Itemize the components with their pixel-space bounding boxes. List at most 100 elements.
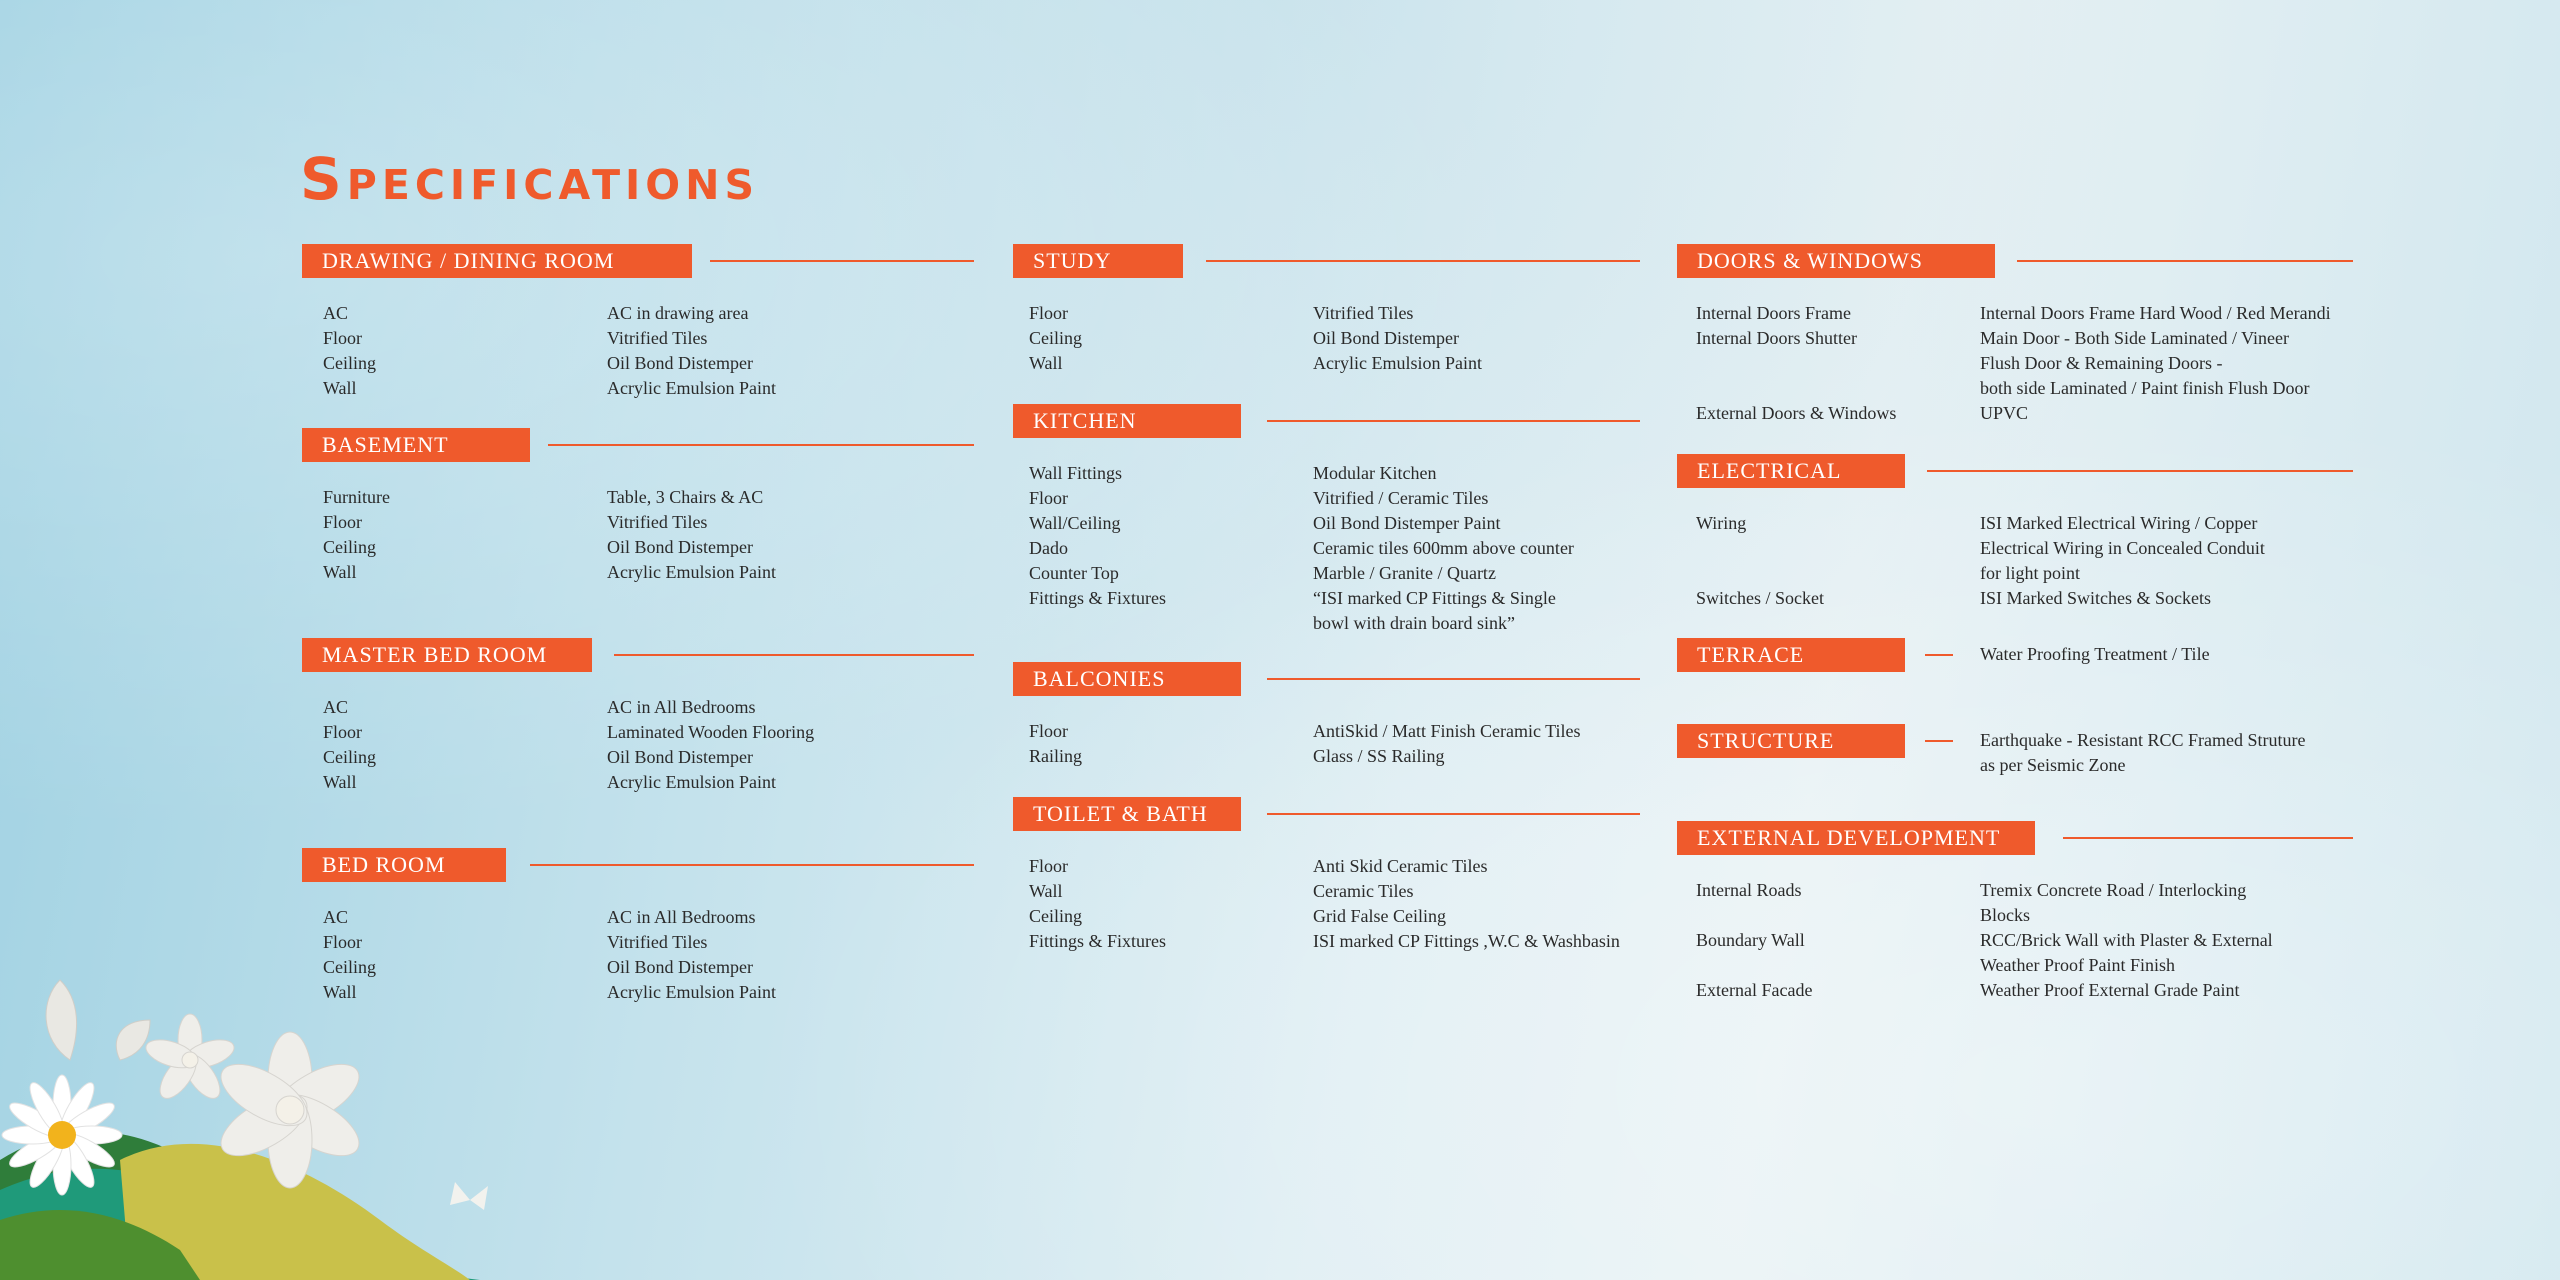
spec-value: Grid False Ceiling (1313, 906, 1446, 926)
section-balconies: BALCONIES Floor AntiSkid / Matt Finish Ce… (1013, 662, 1643, 766)
section-rule (1925, 740, 1953, 742)
spec-row: Wiring ISI Marked Electrical Wiring / Cop… (1696, 511, 2376, 536)
section-label: STRUCTURE (1677, 724, 1905, 758)
section-rule (1206, 260, 1640, 262)
spec-value: Water Proofing Treatment / Tile (1980, 644, 2210, 664)
spec-key: Wall (1029, 881, 1063, 901)
spec-value: Main Door - Both Side Laminated / Vineer (1980, 328, 2290, 348)
spec-value: Electrical Wiring in Concealed Conduit (1980, 538, 2265, 558)
spec-value: AntiSkid / Matt Finish Ceramic Tiles (1313, 721, 1581, 741)
spec-value: Oil Bond Distemper (607, 957, 753, 977)
spec-key: Floor (1029, 856, 1069, 876)
spec-key: AC (323, 303, 349, 323)
spec-value: Laminated Wooden Flooring (607, 722, 815, 742)
spec-key: Wall (1029, 353, 1063, 373)
section-label: EXTERNAL DEVELOPMENT (1677, 821, 2035, 855)
section-label: TERRACE (1677, 638, 1905, 672)
spec-list: Wiring ISI Marked Electrical Wiring / Cop… (1696, 511, 2376, 611)
section-label: BASEMENT (302, 428, 530, 462)
spec-value: Ceramic tiles 600mm above counter (1313, 538, 1574, 558)
spec-value: Flush Door & Remaining Doors - (1980, 353, 2223, 373)
section-toilet-bath: TOILET & BATH Floor Anti Skid Ceramic Til… (1013, 797, 1643, 951)
spec-row: Internal Roads Tremix Concrete Road / Int… (1696, 878, 2376, 903)
spec-row: Ceiling Oil Bond Distemper (323, 745, 883, 770)
spec-value: Tremix Concrete Road / Interlocking (1980, 880, 2247, 900)
spec-key: Boundary Wall (1696, 930, 1805, 950)
spec-value: Modular Kitchen (1313, 463, 1437, 483)
spec-value: Acrylic Emulsion Paint (1313, 353, 1482, 373)
spec-key: Counter Top (1029, 563, 1119, 583)
spec-row: External Facade Weather Proof External Gr… (1696, 978, 2376, 1003)
spec-key: AC (323, 697, 349, 717)
leaf-icon (45, 979, 151, 1061)
section-rule (1267, 678, 1640, 680)
spec-row: AC AC in drawing area (323, 301, 883, 326)
spec-list: Floor AntiSkid / Matt Finish Ceramic Tile… (1029, 719, 1649, 769)
spec-key: Floor (1029, 488, 1069, 508)
flower-large-icon (220, 1031, 360, 1189)
spec-key: Fittings & Fixtures (1029, 588, 1167, 608)
section-basement: BASEMENT Furniture Table, 3 Chairs & AC Fl… (302, 428, 974, 582)
spec-list: Wall Fittings Modular Kitchen Floor Vitrifi… (1029, 461, 1649, 636)
spec-key: Ceiling (323, 747, 376, 767)
spec-value: AC in All Bedrooms (607, 697, 756, 717)
spec-key: Ceiling (323, 353, 376, 373)
spec-value: Oil Bond Distemper (1313, 328, 1459, 348)
section-rule (710, 260, 974, 262)
spec-value: RCC/Brick Wall with Plaster & External (1980, 930, 2273, 950)
spec-value: for light point (1980, 563, 2080, 583)
spec-row: Floor Vitrified Tiles (323, 930, 883, 955)
spec-key: Fittings & Fixtures (1029, 931, 1167, 951)
spec-row: Wall Acrylic Emulsion Paint (1029, 351, 1649, 376)
spec-row: Fittings & Fixtures ISI marked CP Fitting… (1029, 929, 1649, 954)
spec-key: Ceiling (1029, 328, 1082, 348)
spec-key: Wall Fittings (1029, 463, 1123, 483)
spec-row: Floor Vitrified / Ceramic Tiles (1029, 486, 1649, 511)
spec-row: Counter Top Marble / Granite / Quartz (1029, 561, 1649, 586)
spec-key: Ceiling (323, 957, 376, 977)
spec-list: AC AC in All Bedrooms Floor Laminated Woode… (323, 695, 883, 795)
spec-key: Internal Doors Frame (1696, 303, 1851, 323)
section-rule (1927, 470, 2353, 472)
section-drawing-dining: DRAWING / DINING ROOM AC AC in drawing ar… (302, 244, 974, 398)
spec-key: Floor (323, 512, 363, 532)
section-label: STUDY (1013, 244, 1183, 278)
spec-value: Vitrified Tiles (607, 328, 708, 348)
daisy-icon (1, 1074, 123, 1196)
section-master-bed-room: MASTER BED ROOM AC AC in All Bedrooms Floo… (302, 638, 974, 792)
spec-row: Switches / Socket ISI Marked Switches & S… (1696, 586, 2376, 611)
section-rule (1267, 420, 1640, 422)
spec-key: Floor (323, 932, 363, 952)
section-terrace: TERRACE Water Proofing Treatment / Tile (1677, 638, 2367, 672)
spec-value: Anti Skid Ceramic Tiles (1313, 856, 1488, 876)
page-title: Specifications (300, 145, 759, 213)
spec-value: Acrylic Emulsion Paint (607, 562, 776, 582)
spec-row: both side Laminated / Paint finish Flush… (1696, 376, 2376, 401)
spec-key: Furniture (323, 487, 390, 507)
spec-row: Floor Vitrified Tiles (323, 326, 883, 351)
spec-list: AC AC in All Bedrooms Floor Vitrified Tiles… (323, 905, 883, 1005)
section-structure: STRUCTURE Earthquake - Resistant RCC Fra… (1677, 724, 2367, 775)
section-electrical: ELECTRICAL Wiring ISI Marked Electrical W… (1677, 454, 2367, 608)
spec-key: Dado (1029, 538, 1068, 558)
spec-row: for light point (1696, 561, 2376, 586)
spec-row: AC AC in All Bedrooms (323, 695, 883, 720)
spec-value: both side Laminated / Paint finish Flush… (1980, 378, 2310, 398)
section-external-development: EXTERNAL DEVELOPMENT Internal Roads Tremi… (1677, 821, 2367, 1000)
butterfly-icon (450, 1182, 488, 1210)
section-label: BED ROOM (302, 848, 506, 882)
paper-flowers-illustration (0, 979, 488, 1280)
spec-value: UPVC (1980, 403, 2029, 423)
spec-value: bowl with drain board sink” (1313, 613, 1515, 633)
spec-row: Internal Doors Frame Internal Doors Frame… (1696, 301, 2376, 326)
spec-value: AC in drawing area (607, 303, 749, 323)
spec-row: Wall Acrylic Emulsion Paint (323, 376, 883, 401)
spec-value: Oil Bond Distemper (607, 537, 753, 557)
spec-list: Internal Roads Tremix Concrete Road / Int… (1696, 878, 2376, 1003)
spec-row: Internal Doors Shutter Main Door - Both S… (1696, 326, 2376, 351)
spec-row: Floor Laminated Wooden Flooring (323, 720, 883, 745)
spec-key: External Facade (1696, 980, 1813, 1000)
spec-key: Wall (323, 982, 357, 1002)
spec-value: Earthquake - Resistant RCC Framed Strutu… (1980, 730, 2306, 750)
section-rule (614, 654, 974, 656)
